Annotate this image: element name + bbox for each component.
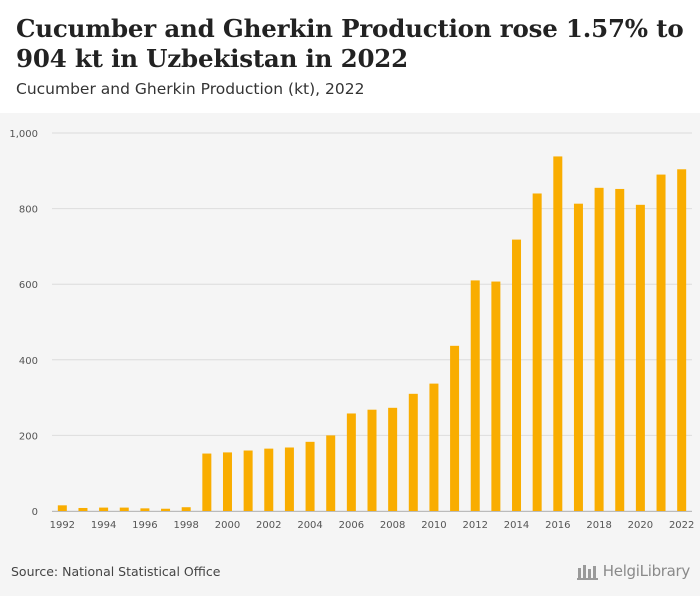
bar — [305, 441, 315, 511]
x-tick-label: 2000 — [215, 520, 240, 531]
x-tick-label: 1996 — [132, 520, 157, 531]
helgi-library-logo: HelgiLibrary — [576, 562, 691, 580]
x-tick-label: 2006 — [339, 520, 364, 531]
bar — [450, 345, 460, 511]
x-tick-label: 2004 — [297, 520, 322, 531]
x-tick-label: 2012 — [462, 520, 487, 531]
chart-footer: Source: National Statistical Office Helg… — [0, 535, 700, 596]
library-building-icon — [576, 565, 598, 580]
bar — [677, 169, 687, 511]
bar — [202, 453, 212, 511]
x-tick-label: 2018 — [586, 520, 611, 531]
bar — [594, 187, 604, 511]
bar — [264, 448, 274, 511]
x-tick-label: 1992 — [50, 520, 75, 531]
bar — [181, 507, 191, 511]
x-tick-label: 2020 — [628, 520, 653, 531]
x-tick-label: 2008 — [380, 520, 405, 531]
bar-chart: 0 200 400 600 800 1,000 1992 1994 1996 1998 2000 20… — [9, 129, 694, 531]
x-tick-label: 2010 — [421, 520, 446, 531]
y-tick-label: 1,000 — [9, 129, 38, 140]
bar — [532, 193, 542, 511]
bar — [243, 450, 253, 511]
bar — [429, 383, 439, 511]
bar — [388, 407, 398, 511]
y-tick-label: 600 — [19, 280, 38, 291]
bar — [119, 507, 129, 511]
x-tick-label: 1998 — [173, 520, 198, 531]
x-tick-label: 1994 — [91, 520, 116, 531]
bar — [491, 281, 501, 511]
bar — [326, 435, 336, 511]
bar — [99, 507, 109, 511]
chart-subtitle: Cucumber and Gherkin Production (kt), 20… — [16, 80, 365, 98]
x-tick-label: 2016 — [545, 520, 570, 531]
y-tick-label: 400 — [19, 356, 38, 367]
bar — [367, 409, 377, 511]
bar — [57, 505, 67, 511]
x-tick-label: 2002 — [256, 520, 281, 531]
y-tick-label: 800 — [19, 205, 38, 216]
y-tick-label: 0 — [32, 507, 38, 518]
bar — [635, 204, 645, 511]
chart-title: Cucumber and Gherkin Production rose 1.5… — [16, 14, 684, 73]
bar — [408, 393, 418, 511]
bar — [346, 413, 356, 511]
bar — [140, 508, 150, 511]
y-tick-label: 200 — [19, 431, 38, 442]
bar — [78, 507, 88, 511]
bar — [222, 452, 232, 511]
bar — [284, 447, 294, 511]
bar — [656, 174, 666, 511]
x-tick-label: 2022 — [669, 520, 694, 531]
chart-header: Cucumber and Gherkin Production rose 1.5… — [0, 0, 700, 113]
x-tick-label: 2014 — [504, 520, 529, 531]
source-note: Source: National Statistical Office — [11, 564, 221, 579]
logo-text: HelgiLibrary — [602, 562, 691, 580]
bar — [512, 239, 522, 511]
bar — [470, 280, 480, 511]
bar — [161, 508, 171, 511]
bar — [553, 156, 563, 511]
bar — [573, 203, 583, 511]
bar — [615, 188, 625, 511]
